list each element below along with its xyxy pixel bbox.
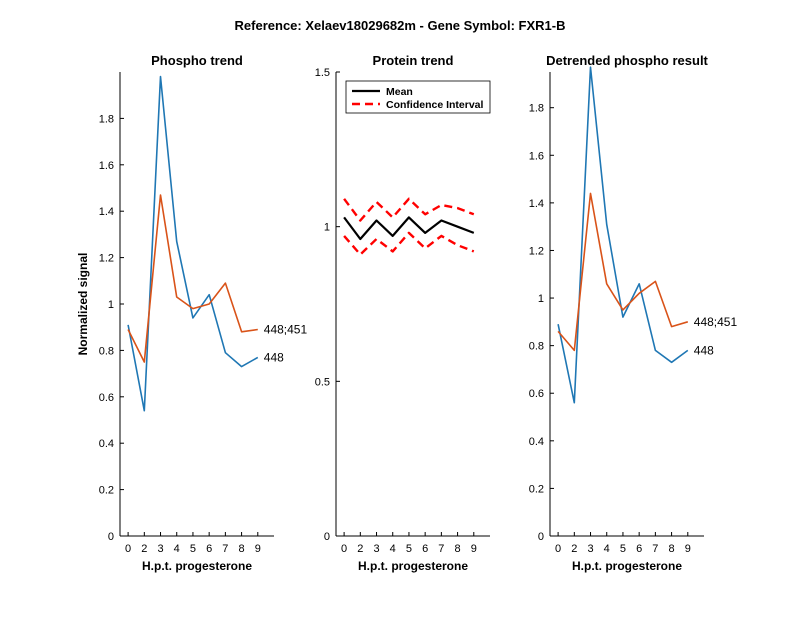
series-line <box>557 66 689 404</box>
series-line <box>127 194 258 363</box>
series-label: 448 <box>264 350 284 364</box>
y-tick-label: 1.8 <box>99 113 114 125</box>
y-tick-label: 0.8 <box>529 341 544 353</box>
x-tick-label: 4 <box>390 543 396 555</box>
series-line <box>127 75 259 412</box>
x-tick-label: 0 <box>555 543 561 555</box>
y-tick-label: 0.4 <box>529 436 544 448</box>
series-line <box>343 231 475 256</box>
x-tick-label: 3 <box>587 543 593 555</box>
y-tick-label: 1.6 <box>99 160 114 172</box>
x-tick-label: 8 <box>669 543 675 555</box>
x-tick-label: 7 <box>222 543 228 555</box>
panel-title: Phospho trend <box>151 53 243 68</box>
x-tick-label: 4 <box>604 543 610 555</box>
x-tick-label: 9 <box>471 543 477 555</box>
y-tick-label: 1.2 <box>99 253 114 265</box>
legend-box <box>345 80 491 114</box>
x-tick-label: 5 <box>620 543 626 555</box>
legend-entry: Confidence Interval <box>386 99 484 111</box>
x-axis-label: H.p.t. progesterone <box>358 559 468 573</box>
x-tick-label: 5 <box>190 543 196 555</box>
x-tick-label: 9 <box>685 543 691 555</box>
y-tick-label: 0.5 <box>315 376 330 388</box>
series-line <box>343 197 475 222</box>
x-tick-label: 0 <box>341 543 347 555</box>
y-tick-label: 1.6 <box>529 150 544 162</box>
x-axis-label: H.p.t. progesterone <box>572 559 682 573</box>
figure-suptitle: Reference: Xelaev18029682m - Gene Symbol… <box>235 18 566 33</box>
y-tick-label: 0.2 <box>529 483 544 495</box>
x-tick-label: 2 <box>571 543 577 555</box>
y-tick-label: 1.4 <box>99 206 114 218</box>
y-tick-label: 0 <box>538 531 544 543</box>
x-tick-label: 5 <box>406 543 412 555</box>
x-tick-label: 6 <box>422 543 428 555</box>
chart-panel-3: Detrended phospho result 448 448;451 0 0.2 0.… <box>529 53 738 573</box>
y-tick-label: 0.4 <box>99 438 114 450</box>
series-line <box>343 216 475 241</box>
y-tick-label: 0 <box>108 531 114 543</box>
x-tick-label: 8 <box>239 543 245 555</box>
x-tick-label: 8 <box>455 543 461 555</box>
x-tick-label: 9 <box>255 543 261 555</box>
y-tick-label: 1 <box>538 293 544 305</box>
series-label: 448 <box>694 343 714 357</box>
series-line <box>557 192 689 352</box>
y-tick-label: 1 <box>324 222 330 234</box>
x-tick-label: 2 <box>141 543 147 555</box>
y-tick-label: 1.2 <box>529 245 544 257</box>
y-tick-label: 0 <box>324 531 330 543</box>
x-tick-label: 7 <box>652 543 658 555</box>
y-tick-label: 1.8 <box>529 103 544 115</box>
x-axis-label: H.p.t. progesterone <box>142 559 252 573</box>
x-tick-label: 0 <box>125 543 131 555</box>
chart-panel-1: Phospho trend 448 448;451 0 0.2 0.4 0.6 0.8 1 1.2… <box>76 53 307 573</box>
panel-title: Detrended phospho result <box>546 53 708 68</box>
y-tick-label: 0.2 <box>99 485 114 497</box>
y-tick-label: 0.6 <box>99 392 114 404</box>
x-tick-label: 3 <box>157 543 163 555</box>
x-tick-label: 6 <box>206 543 212 555</box>
y-tick-label: 1.4 <box>529 198 544 210</box>
x-tick-label: 6 <box>636 543 642 555</box>
y-tick-label: 0.8 <box>99 345 114 357</box>
y-axis-label: Normalized signal <box>76 253 90 356</box>
y-tick-label: 1.5 <box>315 67 330 79</box>
x-tick-label: 2 <box>357 543 363 555</box>
x-tick-label: 7 <box>438 543 444 555</box>
x-tick-label: 4 <box>174 543 180 555</box>
x-tick-label: 3 <box>373 543 379 555</box>
series-label: 448;451 <box>264 323 308 337</box>
y-tick-label: 0.6 <box>529 388 544 400</box>
y-tick-label: 1 <box>108 299 114 311</box>
legend-entry: Mean <box>386 86 413 98</box>
series-label: 448;451 <box>694 315 738 329</box>
panel-title: Protein trend <box>373 53 454 68</box>
